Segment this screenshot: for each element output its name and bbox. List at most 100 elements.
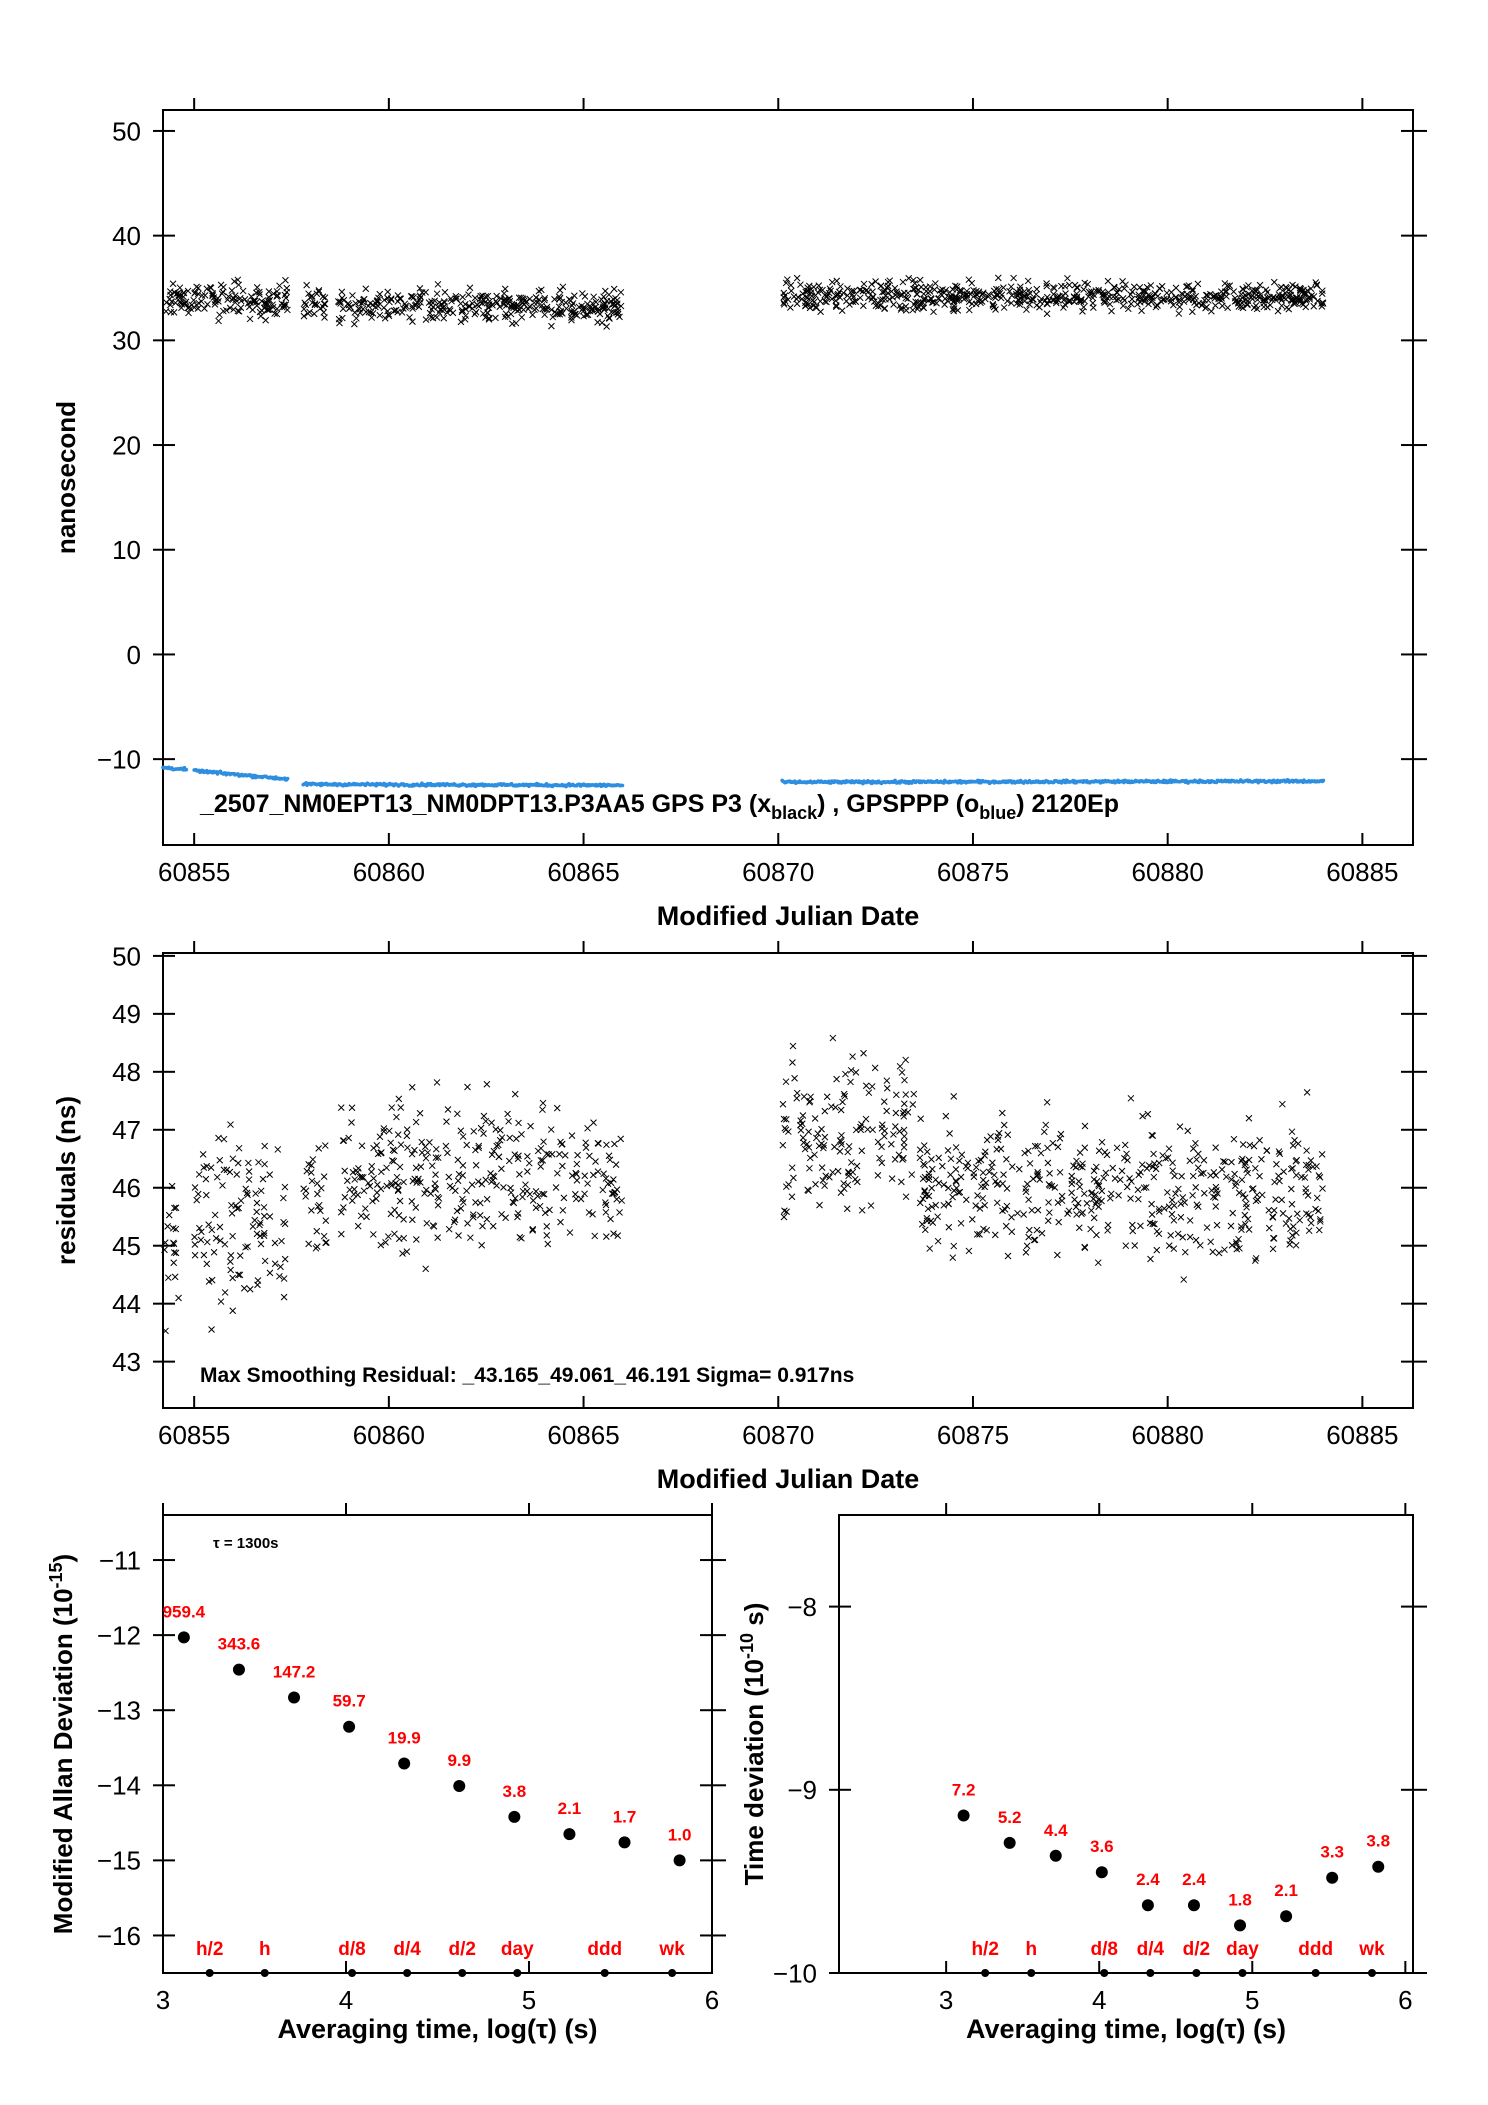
ts-x-point	[1043, 293, 1051, 301]
res-x-point	[395, 1212, 403, 1219]
ts-x-point	[1302, 290, 1310, 298]
tdev-value-label: 3.3	[1320, 1843, 1344, 1862]
res-x-point	[923, 1214, 931, 1222]
ts-x-point	[352, 314, 360, 322]
res-x-point	[896, 1128, 903, 1135]
res-x-point	[1269, 1214, 1277, 1221]
res-x-point	[804, 1186, 812, 1194]
res-x-point	[979, 1195, 987, 1202]
ts-x-point	[584, 311, 592, 319]
res-x-point	[831, 1143, 838, 1151]
res-x-point	[227, 1121, 234, 1128]
ts-x-point	[793, 274, 801, 282]
mdev-marker-dot	[513, 1969, 522, 1977]
ts-x-point	[877, 282, 885, 290]
res-x-point	[1245, 1226, 1253, 1233]
ts-x-point	[1050, 290, 1057, 298]
ts-annotation-suffix: ) 2120Ep	[1016, 790, 1119, 818]
res-x-point	[1078, 1210, 1085, 1218]
ts-x-point	[904, 295, 912, 303]
res-x-point	[1303, 1089, 1311, 1096]
res-x-point	[601, 1199, 609, 1206]
ts-x-point	[1010, 274, 1017, 282]
ts-x-point	[905, 274, 913, 282]
res-x-point	[978, 1183, 985, 1190]
ts-x-point	[930, 308, 937, 316]
res-ylabel: residuals (ns)	[51, 1096, 81, 1265]
ts-x-point	[380, 296, 388, 304]
res-x-point	[387, 1179, 395, 1187]
res-x-point	[1020, 1211, 1028, 1218]
res-x-point	[532, 1204, 540, 1212]
res-x-point	[780, 1213, 788, 1221]
res-x-point	[1000, 1121, 1008, 1129]
res-x-point	[1111, 1175, 1119, 1182]
res-x-point	[1296, 1216, 1304, 1224]
ts-xlabel: Modified Julian Date	[657, 901, 920, 931]
res-x-point	[999, 1207, 1006, 1215]
mdev-marker-label: wk	[658, 1939, 685, 1960]
res-x-point	[1160, 1205, 1168, 1212]
ts-x-point	[896, 302, 904, 310]
ts-x-point	[1279, 291, 1286, 299]
res-x-point	[1194, 1150, 1202, 1158]
res-x-point	[257, 1240, 265, 1248]
res-x-point	[917, 1115, 925, 1123]
ts-x-point	[1252, 287, 1260, 295]
res-x-point	[1276, 1150, 1284, 1158]
res-x-point	[244, 1243, 251, 1250]
res-x-point	[320, 1232, 328, 1240]
ts-x-point	[551, 295, 558, 303]
res-x-point	[1230, 1135, 1238, 1143]
res-plot-frame	[162, 952, 1414, 1409]
res-x-point	[1044, 1159, 1052, 1167]
res-x-point	[1083, 1199, 1091, 1207]
ts-x-point	[935, 295, 942, 303]
res-annotation: Max Smoothing Residual: _43.165_49.061_4…	[200, 1364, 854, 1387]
res-x-point	[836, 1137, 844, 1144]
res-x-point	[921, 1226, 929, 1234]
res-x-point	[365, 1179, 372, 1187]
res-x-point	[949, 1193, 956, 1201]
res-x-point	[788, 1164, 796, 1172]
res-x-point	[1280, 1168, 1288, 1175]
res-x-point	[902, 1056, 910, 1064]
res-x-point	[489, 1222, 497, 1230]
res-x-point	[811, 1151, 818, 1159]
mdev-ytick-label: −13	[97, 1696, 141, 1726]
res-x-point	[172, 1249, 180, 1257]
res-x-point	[1025, 1196, 1032, 1204]
res-x-point	[1046, 1182, 1054, 1189]
res-x-point	[358, 1173, 366, 1181]
mdev-value-label: 2.1	[558, 1799, 582, 1818]
ts-x-point	[532, 294, 540, 301]
res-x-point	[472, 1199, 479, 1206]
res-x-point	[482, 1117, 490, 1125]
res-x-point	[302, 1193, 309, 1200]
res-x-point	[1127, 1195, 1134, 1202]
res-x-point	[463, 1187, 470, 1195]
res-x-point	[1181, 1248, 1189, 1256]
res-x-point	[945, 1223, 953, 1231]
res-x-point	[1192, 1184, 1200, 1191]
res-x-point	[175, 1294, 182, 1302]
res-x-point	[900, 1126, 908, 1134]
tdev-marker-dot	[1146, 1969, 1155, 1977]
res-x-point	[1076, 1183, 1084, 1191]
ts-x-point	[507, 310, 515, 318]
res-x-point	[358, 1142, 366, 1150]
ts-x-point	[1036, 303, 1043, 311]
ts-x-point	[563, 305, 570, 312]
res-x-point	[1215, 1249, 1223, 1257]
res-x-point	[839, 1098, 846, 1106]
ts-x-point	[1244, 300, 1251, 308]
ts-x-point	[1026, 289, 1034, 297]
ts-x-point	[600, 293, 608, 301]
res-x-point	[256, 1232, 264, 1240]
res-x-point	[1273, 1160, 1280, 1168]
res-x-point	[999, 1180, 1007, 1187]
ts-x-point	[496, 303, 504, 311]
res-x-point	[1120, 1154, 1128, 1162]
tdev-xtick-label: 6	[1398, 1985, 1412, 2015]
res-x-point	[1209, 1193, 1217, 1201]
